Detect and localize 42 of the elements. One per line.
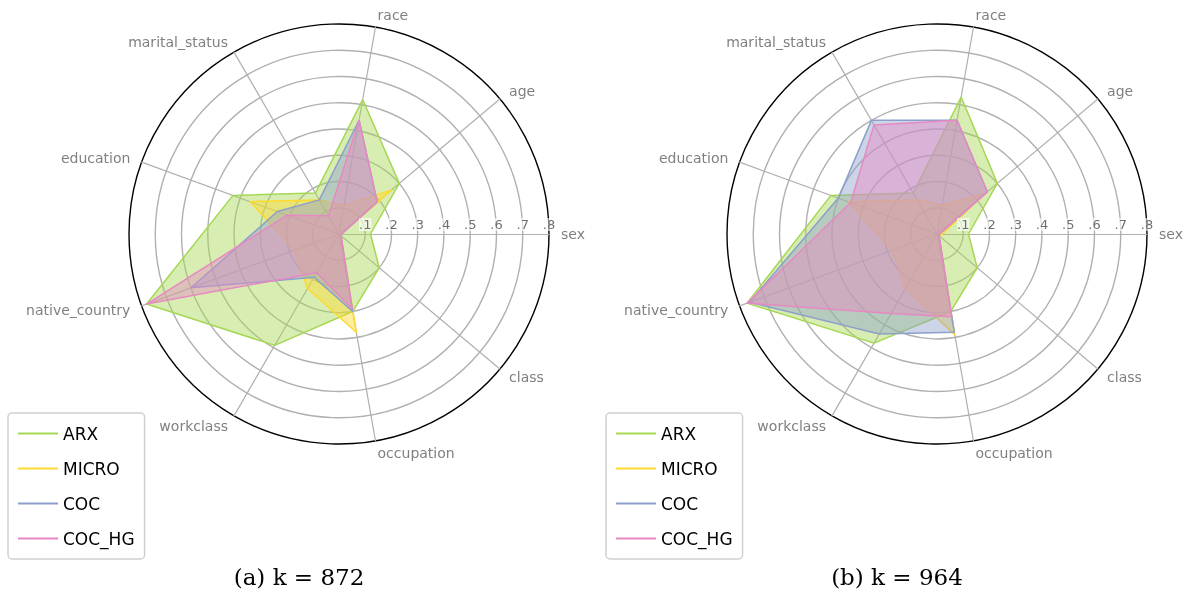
y-tick-label: .1 bbox=[359, 217, 372, 232]
text: (b) k = 964 bbox=[831, 563, 963, 590]
spoke-label: race bbox=[377, 7, 409, 24]
spoke-label: workclass bbox=[757, 418, 826, 435]
spoke-label: class bbox=[1107, 368, 1142, 385]
y-tick-label: .5 bbox=[464, 217, 477, 232]
spoke-label: marital_status bbox=[128, 33, 228, 50]
legend-label: COC bbox=[63, 493, 101, 514]
spoke-label: native_country bbox=[26, 301, 131, 318]
spoke-label: class bbox=[509, 368, 544, 385]
legend-label: COC_HG bbox=[63, 528, 135, 550]
spoke-label: sex bbox=[1159, 226, 1183, 242]
spoke-label: occupation bbox=[377, 444, 455, 461]
y-tick-label: .6 bbox=[490, 217, 503, 232]
spoke-label: education bbox=[658, 150, 729, 167]
spoke-label: education bbox=[60, 150, 131, 167]
y-tick-label: .4 bbox=[437, 217, 451, 232]
legend-label: COC_HG bbox=[661, 528, 733, 550]
y-tick-label: .7 bbox=[516, 217, 529, 232]
legend-label: COC bbox=[661, 493, 699, 514]
spoke-label: race bbox=[975, 7, 1007, 24]
spoke-label: occupation bbox=[975, 444, 1053, 461]
spoke-label: workclass bbox=[159, 418, 228, 435]
y-tick-label: .4 bbox=[1035, 217, 1049, 232]
spoke-label: age bbox=[1107, 83, 1134, 100]
y-tick-label: .2 bbox=[983, 217, 996, 232]
legend-label: ARX bbox=[661, 423, 697, 444]
y-tick-label: .3 bbox=[1009, 217, 1022, 232]
y-tick-label: .5 bbox=[1062, 217, 1075, 232]
spoke-label: marital_status bbox=[726, 33, 826, 50]
y-tick-label: .6 bbox=[1088, 217, 1101, 232]
text: (a) k = 872 bbox=[233, 563, 365, 590]
y-tick-label: .3 bbox=[411, 217, 424, 232]
y-tick-label: .2 bbox=[385, 217, 398, 232]
y-tick-label: .1 bbox=[957, 217, 970, 232]
spoke-label: native_country bbox=[624, 301, 729, 318]
legend-label: MICRO bbox=[661, 458, 718, 479]
spoke-label: age bbox=[509, 83, 536, 100]
spoke-label: sex bbox=[561, 226, 585, 242]
legend-label: ARX bbox=[63, 423, 99, 444]
y-tick-label: .7 bbox=[1114, 217, 1127, 232]
legend-label: MICRO bbox=[63, 458, 120, 479]
